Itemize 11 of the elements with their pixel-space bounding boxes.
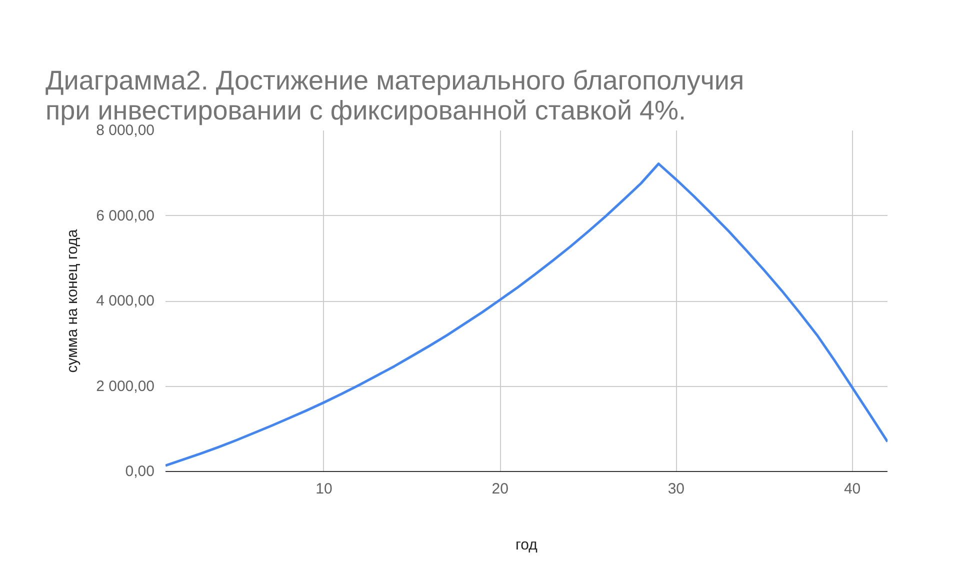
x-axis-title: год (516, 536, 538, 554)
y-axis-title: сумма на конец года (64, 228, 82, 373)
y-tick-label: 2 000,00 (96, 378, 154, 395)
line-series (166, 162, 888, 467)
y-tick-label: 0,00 (125, 463, 155, 480)
x-tick-label: 10 (316, 480, 332, 498)
x-tick-label: 40 (844, 480, 861, 498)
y-tick-label: 4 000,00 (96, 292, 154, 310)
x-tick-label: 20 (492, 480, 508, 498)
x-tick-label: 30 (668, 480, 685, 498)
y-tick-label: 6 000,00 (96, 207, 154, 224)
